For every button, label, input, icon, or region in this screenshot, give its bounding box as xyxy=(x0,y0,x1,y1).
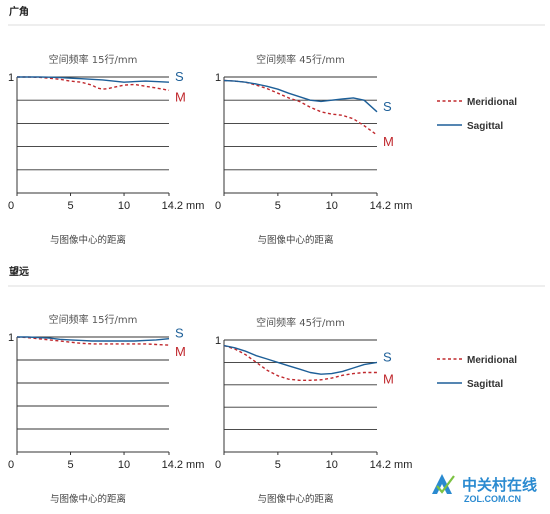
legend-meridional-label: Meridional xyxy=(467,97,517,108)
chart-title: 空间频率 15行/mm xyxy=(49,313,138,326)
x-tick-label: 5 xyxy=(67,200,73,212)
y-tick-label: 1 xyxy=(215,72,221,84)
section-title-tele: 望远 xyxy=(9,265,29,278)
zol-logo-icon xyxy=(432,474,452,494)
x-tick-label: 10 xyxy=(326,200,338,212)
meridional-line xyxy=(223,344,377,381)
watermark-url: ZOL.COM.CN xyxy=(464,494,521,504)
sagittal-line xyxy=(17,76,170,83)
x-tick-label: 14.2 mm xyxy=(162,200,205,212)
section-title-wide: 广角 xyxy=(9,5,29,18)
x-tick-label: 0 xyxy=(215,200,221,212)
x-axis-label: 与图像中心的距离 xyxy=(50,234,126,246)
legend-wide: Meridional Sagittal xyxy=(437,97,517,132)
x-tick-label: 14.2 mm xyxy=(370,200,413,212)
meridional-line xyxy=(223,79,378,136)
x-tick-label: 10 xyxy=(118,459,130,471)
meridional-end-label: M xyxy=(383,134,394,149)
legend-meridional-label: Meridional xyxy=(467,355,517,366)
zol-check-icon xyxy=(436,475,455,494)
x-tick-label: 5 xyxy=(275,459,281,471)
chart-title: 空间频率 15行/mm xyxy=(49,53,138,66)
sagittal-end-label: S xyxy=(383,349,392,364)
sagittal-line xyxy=(17,336,170,342)
chart-title: 空间频率 45行/mm xyxy=(256,53,345,66)
y-tick-label: 1 xyxy=(215,335,221,347)
chart-title: 空间频率 45行/mm xyxy=(256,316,345,329)
x-tick-label: 10 xyxy=(118,200,130,212)
y-tick-label: 1 xyxy=(8,72,14,84)
sagittal-end-label: S xyxy=(175,326,184,341)
legend-sagittal-label: Sagittal xyxy=(467,121,503,132)
zol-watermark: 中关村在线 ZOL.COM.CN xyxy=(432,474,537,504)
meridional-end-label: M xyxy=(175,344,186,359)
meridional-end-label: M xyxy=(175,89,186,104)
x-axis-label: 与图像中心的距离 xyxy=(257,234,333,246)
x-tick-label: 0 xyxy=(8,459,14,471)
y-tick-label: 1 xyxy=(8,332,14,344)
x-tick-label: 10 xyxy=(326,459,338,471)
legend-tele: Meridional Sagittal xyxy=(437,355,517,390)
sagittal-end-label: S xyxy=(383,99,392,114)
meridional-line xyxy=(17,76,170,91)
x-axis-label: 与图像中心的距离 xyxy=(257,493,333,505)
watermark-title: 中关村在线 xyxy=(462,476,537,494)
x-tick-label: 5 xyxy=(67,459,73,471)
legend-sagittal-label: Sagittal xyxy=(467,379,503,390)
x-tick-label: 0 xyxy=(215,459,221,471)
x-tick-label: 5 xyxy=(275,200,281,212)
x-tick-label: 14.2 mm xyxy=(370,459,413,471)
x-axis-label: 与图像中心的距离 xyxy=(50,493,126,505)
x-tick-label: 0 xyxy=(8,200,14,212)
sagittal-end-label: S xyxy=(175,69,184,84)
sagittal-line xyxy=(223,79,378,113)
meridional-end-label: M xyxy=(383,371,394,386)
x-tick-label: 14.2 mm xyxy=(162,459,205,471)
sagittal-line xyxy=(223,344,378,375)
